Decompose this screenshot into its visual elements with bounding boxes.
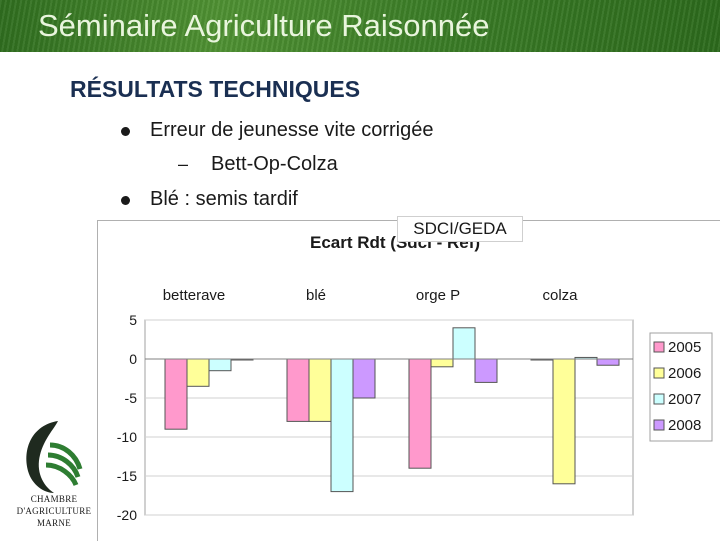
bar-2005-2 xyxy=(408,358,432,469)
bar-2008-3 xyxy=(596,358,620,366)
plot-area xyxy=(144,319,634,516)
legend-swatch-2007 xyxy=(653,393,665,405)
bar-2005-1 xyxy=(286,358,310,422)
bar-2008-2 xyxy=(474,358,498,383)
sub-bullet-item: Bett-Op-Colza xyxy=(211,153,338,175)
bullet-item-1: Erreur de jeunesse vite corrigée xyxy=(150,119,434,141)
legend-swatch-2005 xyxy=(653,341,665,353)
chambre-agriculture-logo-icon xyxy=(16,421,92,521)
bar-2006-1 xyxy=(308,358,332,422)
legend-label-2005: 2005 xyxy=(668,339,701,356)
y-tick-label: -5 xyxy=(125,390,138,406)
bar-2006-3 xyxy=(552,358,576,485)
y-tick-label: -10 xyxy=(117,429,137,445)
bar-2008-1 xyxy=(352,358,376,399)
section-heading: RÉSULTATS TECHNIQUES xyxy=(70,76,361,102)
category-label: betterave xyxy=(163,287,226,304)
category-label: blé xyxy=(306,287,326,304)
logo-text-line3: MARNE xyxy=(36,518,71,528)
y-tick-label: 0 xyxy=(129,351,137,367)
bar-2007-0 xyxy=(208,358,232,372)
bar-2007-2 xyxy=(452,327,476,360)
source-tag: SDCI/GEDA xyxy=(397,216,523,242)
sub-bullet-dash: – xyxy=(178,154,189,174)
bullet-item-2: Blé : semis tardif xyxy=(150,188,298,210)
legend-swatch-2008 xyxy=(653,419,665,431)
bar-2006-0 xyxy=(186,358,210,387)
bullet-dot-icon xyxy=(121,196,130,205)
slide-title: Séminaire Agriculture Raisonnée xyxy=(38,8,490,43)
category-label: colza xyxy=(542,287,578,304)
legend-label-2008: 2008 xyxy=(668,417,701,434)
bar-2006-2 xyxy=(430,358,454,368)
category-label: orge P xyxy=(416,287,460,304)
y-tick-label: 5 xyxy=(129,312,137,328)
legend-label-2006: 2006 xyxy=(668,365,701,382)
title-banner: Séminaire Agriculture Raisonnée xyxy=(0,0,720,52)
y-tick-label: -20 xyxy=(117,507,137,523)
logo-text-line2: D'AGRICULTURE xyxy=(16,506,92,516)
legend-label-2007: 2007 xyxy=(668,391,701,408)
bar-2007-1 xyxy=(330,358,354,493)
logo-text-line1: CHAMBRE xyxy=(30,494,78,504)
bullet-dot-icon xyxy=(121,127,130,136)
legend-swatch-2006 xyxy=(653,367,665,379)
bar-2005-0 xyxy=(164,358,188,430)
y-tick-label: -15 xyxy=(117,468,137,484)
